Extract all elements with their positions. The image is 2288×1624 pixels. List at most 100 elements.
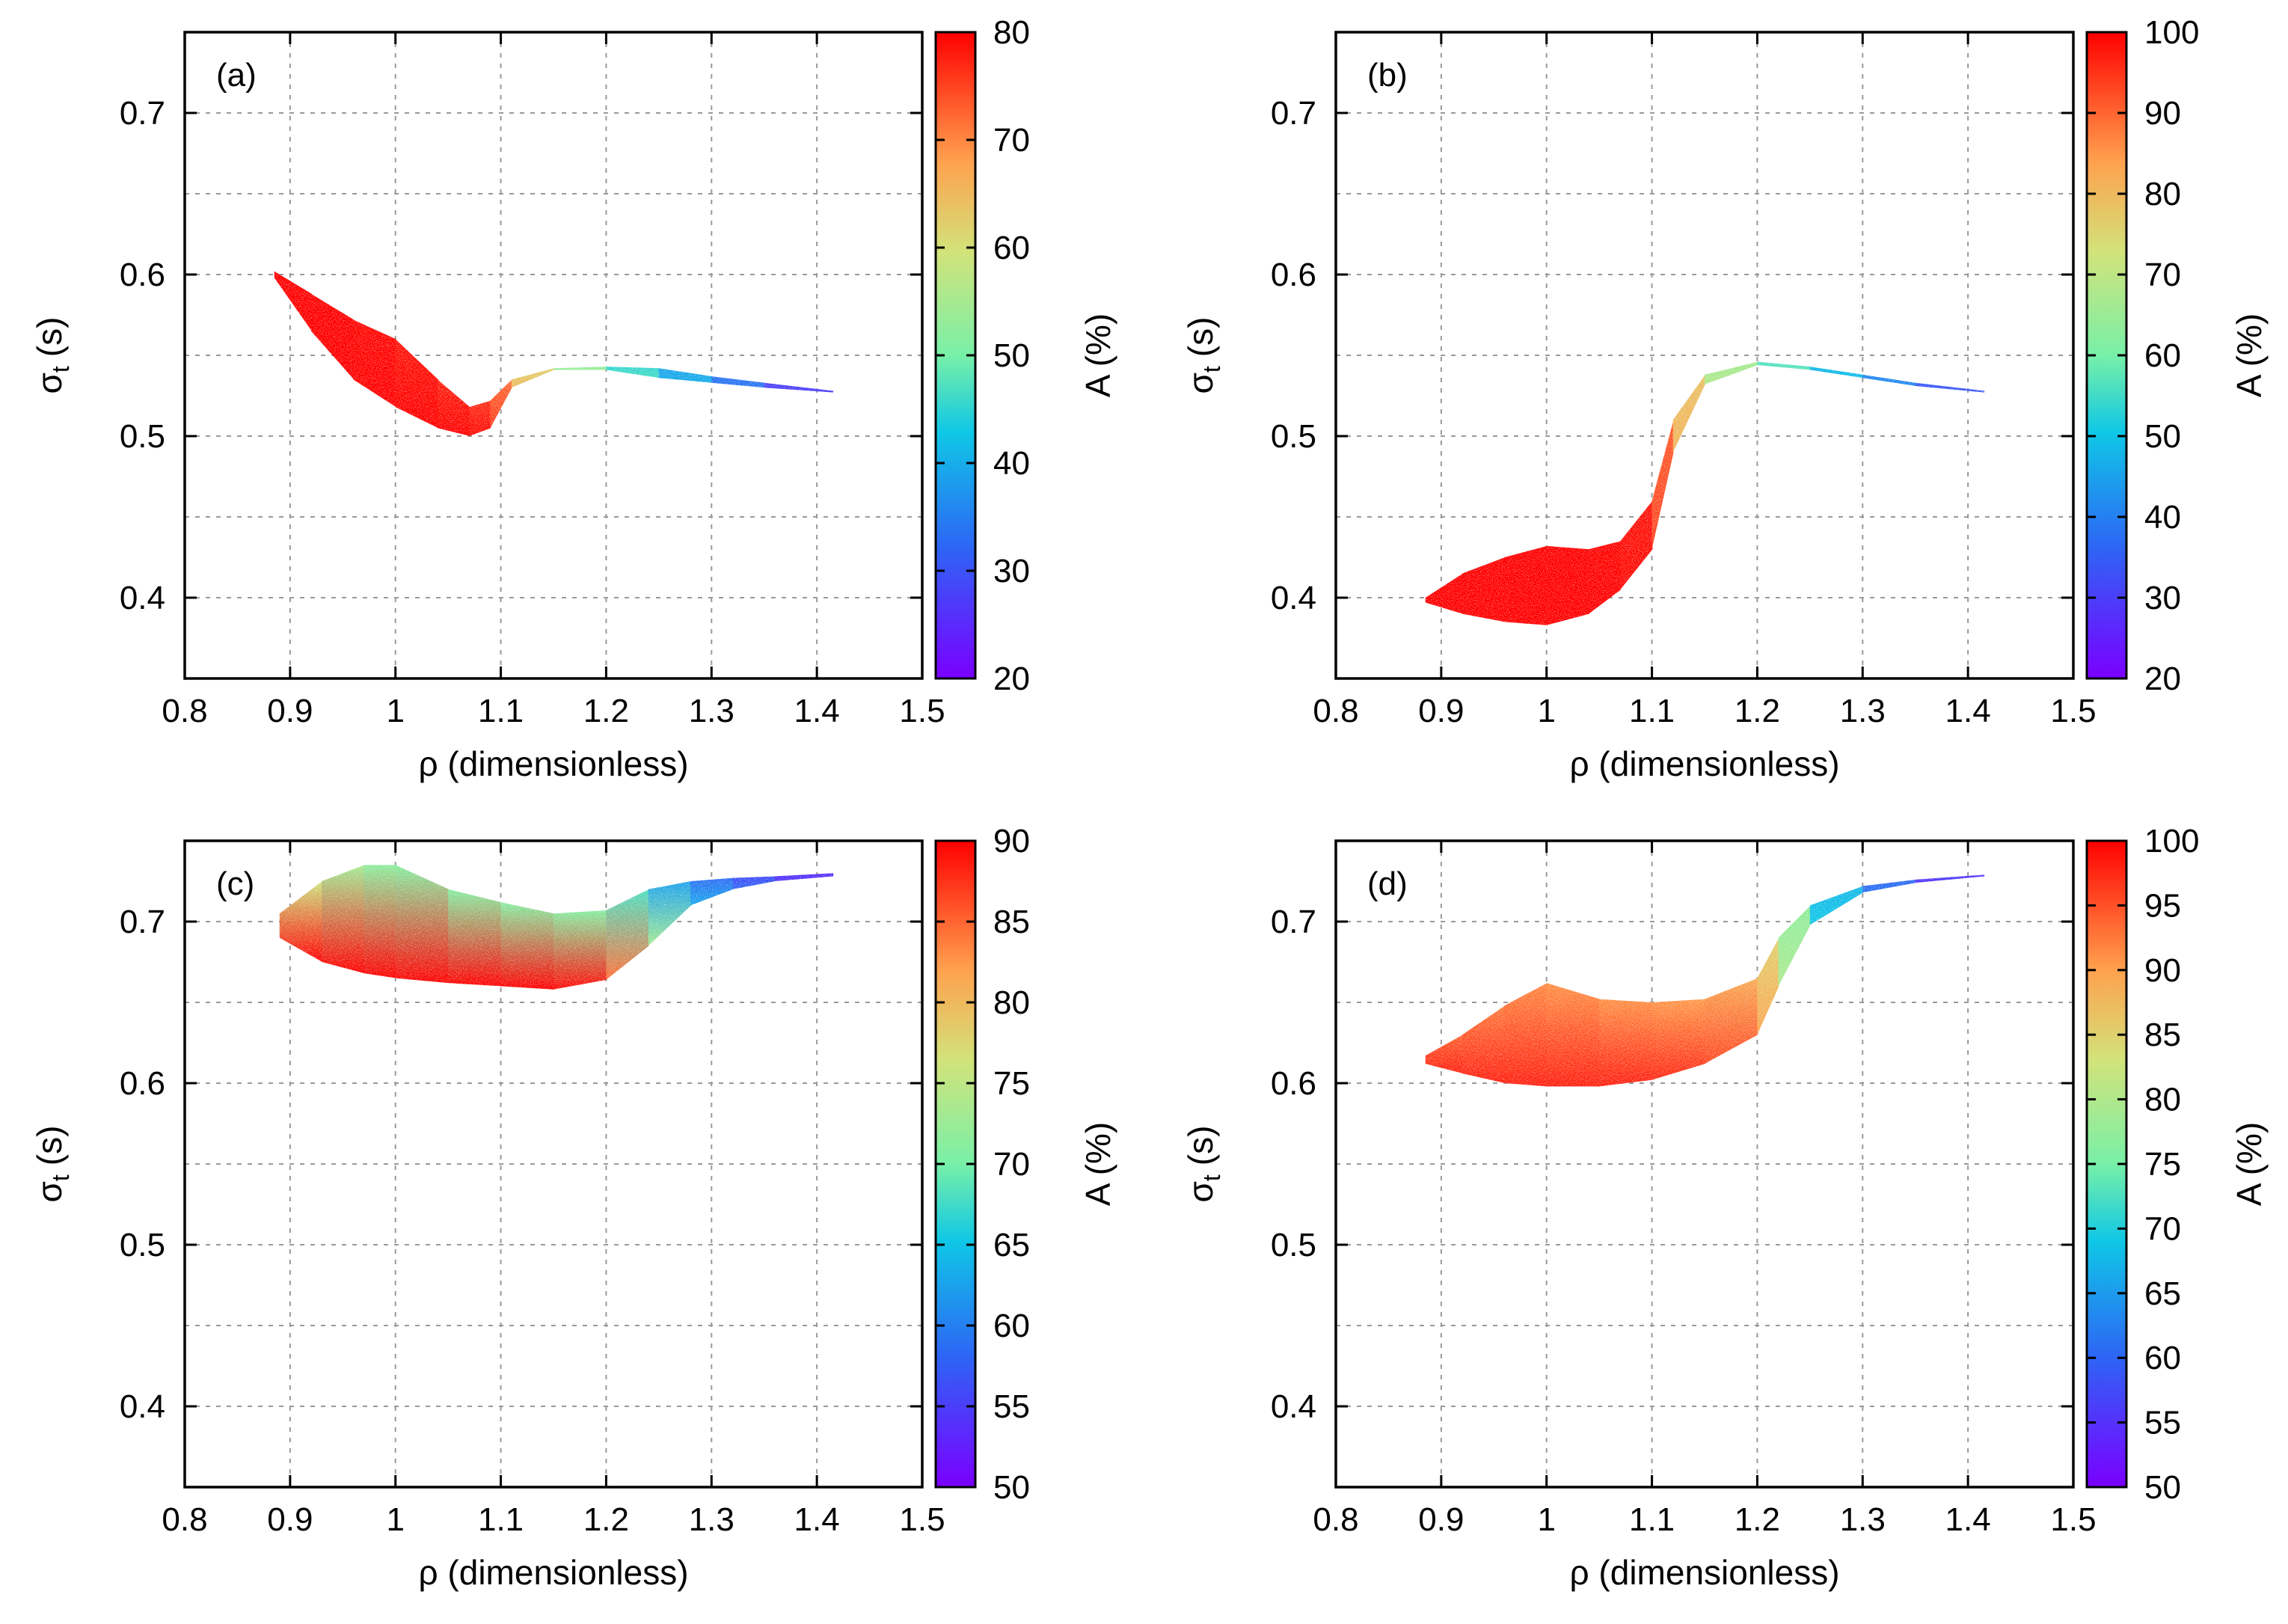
- panel-b: 0.8 0.9 1 1.1 1.2 1.3 1.4 1.5 0.4 0.5 0.6 0.7 (b) ρ…: [1181, 14, 2269, 783]
- panel-c-xtick-label-1: 0.9: [267, 1501, 313, 1538]
- panel-a-xlabel: ρ (dimensionless): [418, 744, 688, 783]
- panel-d-xtick-label-7: 1.5: [2050, 1501, 2096, 1538]
- panel-d-cbar-tick-label-1: 55: [2144, 1405, 2181, 1441]
- panel-c-ytick-label-3: 0.7: [120, 904, 165, 940]
- panel-b-cbar-tick-label-5: 70: [2144, 257, 2181, 293]
- panel-b-ylabel: σt (s): [1181, 317, 1225, 394]
- panel-b-colorbar-label: A (%): [2230, 313, 2269, 397]
- panel-a-ytick-label-3: 0.7: [120, 95, 165, 132]
- panel-c-cbar-tick-label-8: 90: [993, 823, 1030, 860]
- panel-b-xtick-label-5: 1.3: [1840, 693, 1886, 729]
- panel-b-xtick-label-1: 0.9: [1418, 693, 1464, 729]
- panel-d-ytick-label-0: 0.4: [1271, 1388, 1316, 1425]
- panel-c-ylabel-unit: (s): [30, 1126, 69, 1166]
- panel-a-colorbar-ticks: 20 30 40 50 60 70 80: [936, 14, 1030, 697]
- panel-d-cbar-tick-label-6: 80: [2144, 1082, 2181, 1118]
- panel-c-cbar-tick-label-3: 65: [993, 1227, 1030, 1263]
- panel-c-cbar-tick-label-0: 50: [993, 1469, 1030, 1506]
- panel-c-xtick-label-4: 1.2: [583, 1501, 629, 1538]
- panel-c-cbar-tick-label-2: 60: [993, 1308, 1030, 1344]
- panel-c-xtick-label-7: 1.5: [899, 1501, 945, 1538]
- panel-d-colorbar-ticks: 50 55 60 65 70 75 80 85 90 95 100: [2087, 823, 2199, 1506]
- panel-b-cbar-tick-label-7: 90: [2144, 95, 2181, 132]
- panel-d-xtick-label-4: 1.2: [1735, 1501, 1780, 1538]
- panel-d-cbar-tick-label-10: 100: [2144, 823, 2199, 860]
- panel-c-cbar-tick-label-1: 55: [993, 1388, 1030, 1425]
- panel-c-cbar-tick-label-4: 70: [993, 1146, 1030, 1183]
- panel-c-tag: (c): [216, 865, 254, 902]
- panel-d-xtick-label-1: 0.9: [1418, 1501, 1464, 1538]
- panel-d-xtick-label-6: 1.4: [1945, 1501, 1991, 1538]
- panel-a-cbar-tick-label-4: 60: [993, 230, 1030, 266]
- panel-b-ylabel-main: σ: [1181, 373, 1220, 393]
- panel-d-xtick-label-3: 1.1: [1629, 1501, 1675, 1538]
- panel-d-colorbar-label: A (%): [2230, 1122, 2269, 1206]
- panel-a-cbar-tick-label-6: 80: [993, 14, 1030, 51]
- panel-b-ylabel-sub: t: [1198, 366, 1225, 373]
- panel-b-xtick-label-6: 1.4: [1945, 693, 1991, 729]
- panel-b-cbar-tick-label-6: 80: [2144, 176, 2181, 212]
- panel-d-cbar-tick-label-0: 50: [2144, 1469, 2181, 1506]
- panel-c-xtick-label-0: 0.8: [162, 1501, 207, 1538]
- panel-a-cbar-tick-label-3: 50: [993, 337, 1030, 374]
- panel-c-ytick-label-2: 0.6: [120, 1065, 165, 1102]
- panel-b-xlabel: ρ (dimensionless): [1569, 744, 1839, 783]
- panel-b-ticks: 0.8 0.9 1 1.1 1.2 1.3 1.4 1.5 0.4 0.5 0.6 0.7: [1271, 32, 2097, 729]
- panel-c-frame: [183, 839, 924, 1489]
- panel-b-xtick-label-4: 1.2: [1735, 693, 1780, 729]
- panel-d-ytick-label-2: 0.6: [1271, 1065, 1316, 1102]
- panel-a-xtick-label-3: 1.1: [478, 693, 524, 729]
- panel-a-cbar-tick-label-2: 40: [993, 445, 1030, 482]
- panel-d-ytick-label-1: 0.5: [1271, 1227, 1316, 1263]
- panel-b-tag: (b): [1367, 57, 1408, 94]
- panel-d: 0.8 0.9 1 1.1 1.2 1.3 1.4 1.5 0.4 0.5 0.6 0.7 (d) ρ…: [1181, 823, 2269, 1592]
- panel-a-xtick-label-0: 0.8: [162, 693, 207, 729]
- panel-c-ytick-label-0: 0.4: [120, 1388, 165, 1425]
- panel-a-frame: [183, 31, 924, 680]
- panel-d-ylabel: σt (s): [1181, 1126, 1225, 1203]
- panel-c-colorbar-ticks: 50 55 60 65 70 75 80 85 90: [936, 823, 1030, 1506]
- panel-a-ytick-label-1: 0.5: [120, 418, 165, 455]
- panel-d-ytick-label-3: 0.7: [1271, 904, 1316, 940]
- panel-b-ytick-label-2: 0.6: [1271, 257, 1316, 293]
- panel-b-cbar-tick-label-8: 100: [2144, 14, 2199, 51]
- panel-d-ylabel-main: σ: [1181, 1181, 1220, 1202]
- panel-c-ylabel-sub: t: [47, 1174, 74, 1181]
- panel-b-cbar-tick-label-0: 20: [2144, 661, 2181, 697]
- panel-d-xlabel: ρ (dimensionless): [1569, 1553, 1839, 1592]
- panel-c-cbar-tick-label-7: 85: [993, 904, 1030, 940]
- panel-d-xtick-label-5: 1.3: [1840, 1501, 1886, 1538]
- panel-b-colorbar-ticks: 20 30 40 50 60 70 80 90 100: [2087, 14, 2199, 697]
- panel-b-ytick-label-0: 0.4: [1271, 580, 1316, 616]
- panel-a-ylabel-main: σ: [30, 373, 69, 393]
- panel-b-grid: [1336, 32, 2073, 678]
- panel-a-xtick-label-5: 1.3: [689, 693, 734, 729]
- panel-c-xtick-label-3: 1.1: [478, 1501, 524, 1538]
- panel-a-xtick-label-2: 1: [386, 693, 404, 729]
- panel-b-ytick-label-3: 0.7: [1271, 95, 1316, 132]
- panel-d-ticks: 0.8 0.9 1 1.1 1.2 1.3 1.4 1.5 0.4 0.5 0.6 0.7: [1271, 841, 2097, 1538]
- panel-d-cbar-tick-label-4: 70: [2144, 1210, 2181, 1247]
- panel-c-ticks: 0.8 0.9 1 1.1 1.2 1.3 1.4 1.5 0.4 0.5 0.6 0.7: [120, 841, 945, 1538]
- panel-b-xtick-label-3: 1.1: [1629, 693, 1675, 729]
- panel-d-cbar-tick-label-9: 95: [2144, 887, 2181, 924]
- panel-a-grid: [185, 32, 922, 678]
- panel-d-tag: (d): [1367, 865, 1408, 902]
- panel-c: 0.8 0.9 1 1.1 1.2 1.3 1.4 1.5 0.4 0.5 0.6 0.7 (c) ρ…: [30, 823, 1117, 1592]
- panel-b-cbar-tick-label-1: 30: [2144, 580, 2181, 616]
- panel-b-xtick-label-2: 1: [1537, 693, 1555, 729]
- panel-c-ytick-label-1: 0.5: [120, 1227, 165, 1263]
- panel-a-cbar-tick-label-0: 20: [993, 661, 1030, 697]
- panel-b-ytick-label-1: 0.5: [1271, 418, 1316, 455]
- panel-d-frame: [1334, 839, 2075, 1489]
- panel-a-ytick-label-0: 0.4: [120, 580, 165, 616]
- panel-c-xtick-label-5: 1.3: [689, 1501, 734, 1538]
- panel-d-grid: [1336, 841, 2073, 1487]
- panel-a-xtick-label-6: 1.4: [794, 693, 840, 729]
- panel-a-ylabel: σt (s): [30, 317, 74, 394]
- panel-a: 0.8 0.9 1 1.1 1.2 1.3 1.4 1.5 0.4 0.5 0.6 0.7 (a) ρ…: [30, 14, 1117, 783]
- panel-a-xtick-label-7: 1.5: [899, 693, 945, 729]
- panel-a-xtick-label-1: 0.9: [267, 693, 313, 729]
